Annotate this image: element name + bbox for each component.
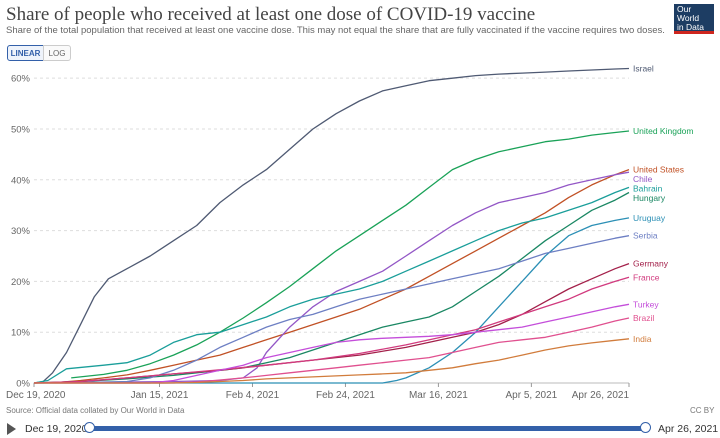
series-line xyxy=(34,338,630,384)
x-tick-label: Apr 26, 2021 xyxy=(572,390,630,400)
timeline-slider-track[interactable] xyxy=(89,426,645,431)
series-end-label: France xyxy=(633,272,660,282)
line-chart: 0% 10% 20% 30% 40% 50% 60% Dec 19, 2020 Jan 15,… xyxy=(6,64,693,400)
series-end-label: Brazil xyxy=(633,313,654,323)
series-line xyxy=(33,276,630,384)
series-line xyxy=(33,186,630,384)
y-tick-label: 50% xyxy=(11,124,31,135)
owid-logo[interactable]: Our World in Data xyxy=(674,4,714,32)
y-tick-label: 40% xyxy=(11,175,31,186)
series-end-label: Uruguay xyxy=(633,213,666,223)
series-end-label: United Kingdom xyxy=(633,126,693,136)
x-tick-label: Feb 24, 2021 xyxy=(316,390,375,400)
x-tick-label: Apr 5, 2021 xyxy=(506,390,558,400)
series-end-label: Bahrain xyxy=(633,184,663,194)
y-tick-label: 60% xyxy=(11,74,31,85)
logo-accent-bar xyxy=(674,31,714,34)
series-end-label: Israel xyxy=(633,64,654,74)
series-end-label: Turkey xyxy=(633,299,659,309)
series-line xyxy=(34,317,630,384)
timeline-start-handle[interactable] xyxy=(84,422,95,433)
series-end-label: Chile xyxy=(633,174,653,184)
series-labels: Israel United Kingdom United StatesChileBa… xyxy=(633,64,693,344)
series-line xyxy=(33,67,630,384)
series-end-label: Serbia xyxy=(633,231,658,241)
x-axis: Dec 19, 2020 Jan 15, 2021 Feb 4, 2021 Feb 2… xyxy=(6,383,630,400)
series-line xyxy=(71,130,630,379)
timeline-end-handle[interactable] xyxy=(640,422,651,433)
x-tick-label: Jan 15, 2021 xyxy=(131,390,189,400)
timeline-start-date: Dec 19, 2020 xyxy=(25,423,88,435)
series-line xyxy=(33,168,630,384)
license-label[interactable]: CC BY xyxy=(690,406,715,415)
play-icon[interactable] xyxy=(7,423,16,435)
series-end-label: Germany xyxy=(633,259,669,269)
series-end-label: Hungary xyxy=(633,193,666,203)
chart-title: Share of people who received at least on… xyxy=(6,4,536,25)
chart-subtitle: Share of the total population that recei… xyxy=(6,25,665,36)
x-tick-label: Feb 4, 2021 xyxy=(226,390,280,400)
log-scale-button[interactable]: LOG xyxy=(43,45,71,61)
series-lines xyxy=(33,67,630,384)
timeline-end-date: Apr 26, 2021 xyxy=(658,423,719,435)
x-tick-label: Dec 19, 2020 xyxy=(6,390,66,400)
x-tick-label: Mar 16, 2021 xyxy=(409,390,468,400)
series-end-label: United States xyxy=(633,165,684,175)
y-tick-label: 20% xyxy=(11,277,31,288)
y-tick-label: 10% xyxy=(11,328,31,339)
source-note: Source: Official data collated by Our Wo… xyxy=(6,406,185,415)
series-end-label: India xyxy=(633,334,652,344)
y-axis: 0% 10% 20% 30% 40% 50% 60% xyxy=(11,74,31,390)
y-tick-label: 0% xyxy=(16,379,30,390)
y-tick-label: 30% xyxy=(11,226,31,237)
series-line xyxy=(34,303,630,384)
series-line xyxy=(33,191,630,384)
series-line xyxy=(33,235,630,384)
logo-line-1: Our World xyxy=(677,4,700,23)
logo-line-2: in Data xyxy=(677,22,704,32)
